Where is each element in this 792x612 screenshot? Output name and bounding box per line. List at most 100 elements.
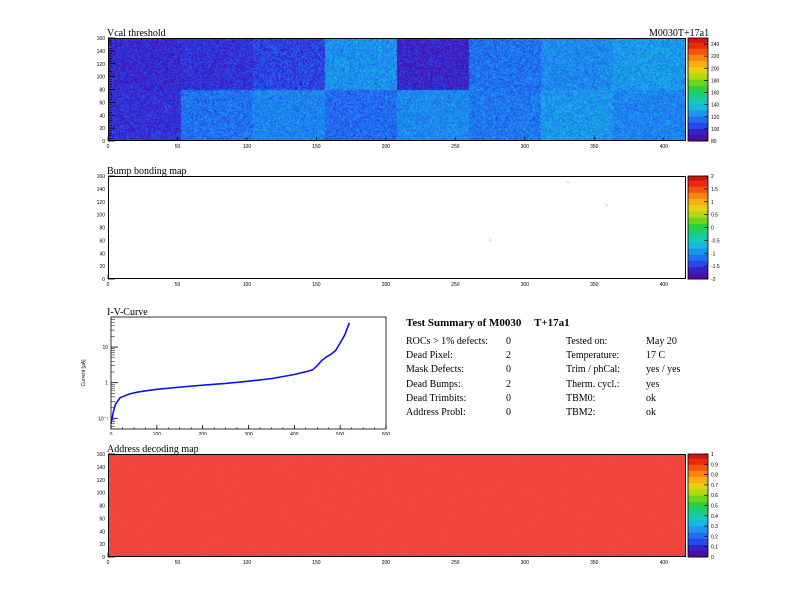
right-label-5: TBM2: xyxy=(566,407,596,418)
left-value-4: 0 xyxy=(506,392,511,404)
y-tick-label: 60 xyxy=(99,516,105,522)
colorbar-step xyxy=(688,272,708,276)
z-tick-label: 0.7 xyxy=(711,483,718,489)
y-tick-label: 160 xyxy=(97,36,106,42)
colorbar-step xyxy=(688,116,708,119)
colorbar-step xyxy=(688,260,708,263)
y-tick-label: 40 xyxy=(99,113,105,119)
colorbar-step xyxy=(688,223,708,226)
colorbar-step xyxy=(688,521,708,525)
colorbar-step xyxy=(688,513,708,517)
iv-frame xyxy=(110,316,387,430)
colorbar-step xyxy=(688,204,708,208)
colorbar-step xyxy=(688,99,708,103)
vcal-axes-group: 0 20 40 60 80 100 120 140 160 0 50 100 150 200 250 300 3… xyxy=(97,36,720,150)
iv-x-tick-label: 400 xyxy=(290,432,299,435)
colorbar-step xyxy=(688,77,708,80)
colorbar-step xyxy=(688,509,708,513)
colorbar-step xyxy=(688,176,708,179)
colorbar-step xyxy=(688,270,708,274)
x-tick-label: 50 xyxy=(175,144,181,150)
x-tick-label: 250 xyxy=(451,282,460,288)
x-tick-label: 300 xyxy=(521,144,530,150)
right-value-0: May 20 xyxy=(646,336,677,347)
z-tick-label: 0.8 xyxy=(711,473,718,479)
colorbar-step xyxy=(688,89,708,92)
colorbar-step xyxy=(688,200,708,204)
colorbar-step xyxy=(688,97,708,101)
left-label-4: Dead Trimbits: xyxy=(406,392,467,404)
colorbar-step xyxy=(688,132,708,136)
x-tick-label: 0 xyxy=(107,282,110,288)
x-tick-label: 100 xyxy=(243,282,252,288)
colorbar-step xyxy=(688,48,708,51)
colorbar-step xyxy=(688,44,708,47)
colorbar-step xyxy=(688,225,708,228)
colorbar-step xyxy=(688,266,708,270)
z-tick-label: 0.5 xyxy=(711,213,718,219)
right-label-4: TBM0: xyxy=(566,392,596,404)
x-tick-label: 150 xyxy=(312,144,321,150)
right-label-0: Tested on: xyxy=(566,336,608,347)
colorbar-step xyxy=(688,60,708,64)
vcal-title: Vcal threshold xyxy=(107,28,166,39)
colorbar-step xyxy=(688,256,708,259)
colorbar-step xyxy=(688,221,708,224)
left-label-0: ROCs > 1% defects: xyxy=(406,336,489,347)
y-tick-label: 140 xyxy=(97,187,106,193)
colorbar-step xyxy=(688,231,708,235)
colorbar-step xyxy=(688,474,708,478)
colorbar-step xyxy=(688,250,708,253)
colorbar-step xyxy=(688,524,708,527)
colorbar-step xyxy=(688,190,708,193)
left-label-1: Dead Pixel: xyxy=(406,350,453,362)
z-tick-label: 240 xyxy=(711,42,720,48)
colorbar-step xyxy=(688,101,708,105)
colorbar-step xyxy=(688,237,708,241)
iv-y-tick-label: 10⁻¹ xyxy=(98,416,108,422)
colorbar-step xyxy=(688,493,708,496)
x-tick-label: 0 xyxy=(107,144,110,150)
right-value-4: ok xyxy=(646,392,656,404)
colorbar-step xyxy=(688,501,708,504)
colorbar-step xyxy=(688,206,708,210)
colorbar-step xyxy=(688,122,708,125)
left-label-5: Address Probl: xyxy=(406,407,466,418)
colorbar-step xyxy=(688,85,708,88)
z-tick-label: -1 xyxy=(711,251,716,257)
colorbar-step xyxy=(688,536,708,539)
colorbar-step xyxy=(688,217,708,220)
colorbar-step xyxy=(688,136,708,140)
colorbar-step xyxy=(688,70,708,74)
colorbar-step xyxy=(688,46,708,49)
colorbar-step xyxy=(688,241,708,245)
z-tick-label: -0.5 xyxy=(711,238,720,244)
bump-heatmap xyxy=(108,176,686,279)
colorbar-step xyxy=(688,194,708,197)
iv-x-tick-label: 500 xyxy=(336,432,345,435)
colorbar-step xyxy=(688,40,708,43)
colorbar-step xyxy=(688,274,708,278)
colorbar-step xyxy=(688,552,708,556)
colorbar-step xyxy=(688,196,708,200)
y-tick-label: 60 xyxy=(99,238,105,244)
z-tick-label: 160 xyxy=(711,91,720,97)
bump-title: Bump bonding map xyxy=(107,166,187,177)
right-value-5: ok xyxy=(646,407,656,418)
z-tick-label: 100 xyxy=(711,127,720,133)
x-tick-label: 200 xyxy=(382,144,391,150)
colorbar-step xyxy=(688,458,708,461)
module-label: M0030T+17a1 xyxy=(649,28,710,39)
colorbar-step xyxy=(688,530,708,533)
colorbar-step xyxy=(688,468,708,471)
colorbar-step xyxy=(688,517,708,521)
colorbar-step xyxy=(688,554,708,558)
colorbar-step xyxy=(688,227,708,230)
colorbar-step xyxy=(688,233,708,237)
right-value-1: 17 C xyxy=(646,350,666,362)
colorbar-step xyxy=(688,276,708,280)
x-tick-label: 350 xyxy=(590,144,599,150)
colorbar-step xyxy=(688,548,708,552)
x-tick-label: 50 xyxy=(175,560,181,566)
y-tick-label: 60 xyxy=(99,100,105,106)
